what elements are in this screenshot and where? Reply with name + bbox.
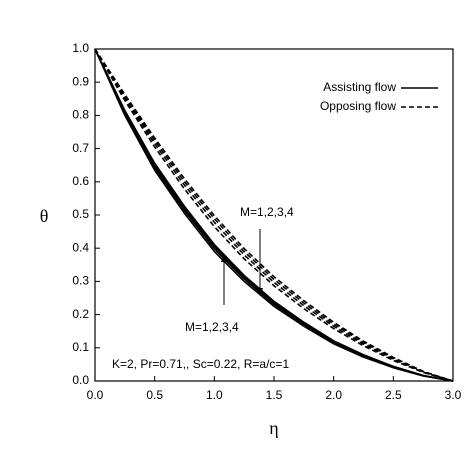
legend-label: Assisting flow <box>323 80 396 94</box>
x-tick-label: 2.0 <box>325 388 342 402</box>
y-tick-label: 0.9 <box>72 74 89 88</box>
annotation: M=1,2,3,4 <box>240 205 294 219</box>
y-tick-label: 0.4 <box>72 240 89 254</box>
y-tick-label: 0.2 <box>72 307 89 321</box>
y-tick-label: 0.5 <box>72 207 89 221</box>
legend-label: Opposing flow <box>320 99 396 113</box>
x-tick-label: 3.0 <box>445 388 462 402</box>
annotation: M=1,2,3,4 <box>185 320 239 334</box>
y-axis-label: θ <box>40 206 49 226</box>
curve <box>94 48 454 382</box>
curve <box>94 48 454 382</box>
annotation: K=2, Pr=0.71,, Sc=0.22, R=a/c=1 <box>112 357 289 371</box>
curve <box>94 48 454 382</box>
x-tick-label: 1.0 <box>206 388 223 402</box>
y-tick-label: 0.7 <box>72 141 89 155</box>
x-tick-label: 0.0 <box>87 388 104 402</box>
y-tick-label: 0.1 <box>72 340 89 354</box>
y-tick-label: 0.6 <box>72 174 89 188</box>
x-tick-label: 1.5 <box>266 388 283 402</box>
x-axis-label: η <box>269 418 278 438</box>
x-tick-label: 2.5 <box>385 388 402 402</box>
y-tick-label: 1.0 <box>72 41 89 55</box>
curve <box>94 48 454 382</box>
y-tick-label: 0.8 <box>72 108 89 122</box>
x-tick-label: 0.5 <box>146 388 163 402</box>
y-tick-label: 0.3 <box>72 274 89 288</box>
y-tick-label: 0.0 <box>72 373 89 387</box>
